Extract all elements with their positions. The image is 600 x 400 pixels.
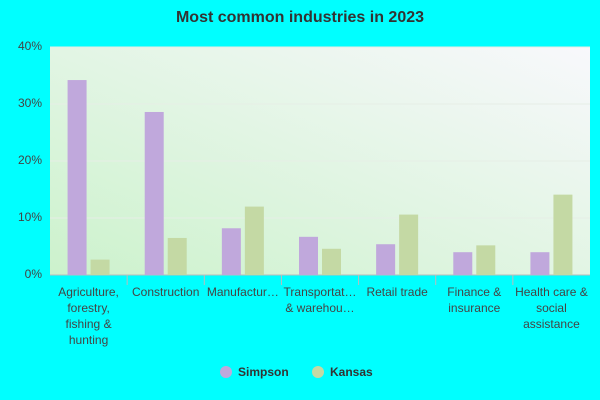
x-tick-label: Agriculture, forestry, fishing & hunting	[58, 285, 119, 347]
x-tick-label: Transportat… & warehou…	[283, 285, 357, 315]
bar	[90, 259, 110, 275]
bar	[167, 237, 187, 275]
legend-marker	[220, 366, 232, 378]
bar	[376, 244, 396, 275]
y-tick-label: 40%	[18, 39, 42, 53]
y-tick-label: 0%	[25, 267, 43, 281]
x-tick-label: Retail trade	[366, 285, 428, 299]
bar	[553, 194, 573, 275]
x-tick-label: Manufactur…	[206, 285, 279, 299]
bar	[244, 206, 264, 275]
legend-label: Kansas	[330, 365, 373, 379]
bar	[322, 248, 341, 275]
bar	[221, 228, 241, 275]
x-tick-label: Health care & social assistance	[515, 285, 588, 331]
bar	[530, 252, 550, 275]
bar	[67, 80, 87, 275]
chart-title: Most common industries in 2023	[176, 9, 424, 26]
bar	[144, 111, 164, 275]
legend-marker	[312, 366, 324, 378]
y-tick-label: 30%	[18, 96, 42, 110]
x-tick-label: Finance & insurance	[447, 285, 502, 315]
bar	[399, 214, 419, 275]
bar	[476, 245, 496, 275]
bar	[453, 252, 473, 275]
legend-label: Simpson	[238, 365, 289, 379]
x-tick-label: Construction	[132, 285, 200, 299]
bar	[299, 236, 318, 275]
y-tick-label: 10%	[18, 210, 42, 224]
y-tick-label: 20%	[18, 153, 42, 167]
